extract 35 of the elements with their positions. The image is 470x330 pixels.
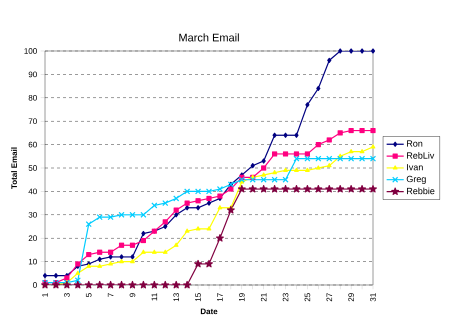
x-tick-label: 7 (108, 293, 114, 297)
x-axis-title: Date (200, 308, 218, 314)
x-tick-label: 27 (326, 293, 332, 302)
x-tick-label: 3 (64, 293, 70, 297)
y-tick-label: 70 (28, 118, 37, 124)
y-tick-label: 10 (28, 258, 37, 264)
x-tick-label: 13 (173, 293, 180, 302)
y-tick-label: 30 (28, 212, 37, 218)
chart-title: March Email (179, 33, 239, 42)
y-tick-label: 60 (28, 142, 37, 148)
x-tick-label: 5 (86, 293, 92, 297)
legend-label: Ron (407, 140, 422, 147)
x-tick-label: 11 (152, 293, 158, 300)
x-tick-label: 31 (370, 293, 376, 302)
y-tick-label: 0 (33, 282, 37, 288)
y-tick-label: 100 (24, 48, 37, 54)
legend-label: Ivan (407, 164, 423, 170)
y-tick-label: 40 (28, 188, 37, 194)
x-tick-label: 21 (260, 293, 266, 302)
y-tick-label: 20 (28, 235, 37, 242)
x-tick-label: 15 (195, 293, 201, 302)
legend-label: Rebbie (407, 188, 434, 194)
x-tick-label: 19 (238, 293, 245, 302)
x-tick-label: 23 (282, 293, 288, 302)
legend-label: Greg (406, 176, 426, 184)
y-axis-title: Total Email (11, 148, 17, 189)
x-tick-label: 29 (348, 293, 354, 302)
x-tick-label: 1 (42, 293, 48, 297)
x-tick-label: 17 (217, 293, 223, 302)
y-tick-label: 90 (28, 72, 37, 78)
x-tick-label: 25 (304, 293, 310, 302)
legend-label: RebLiv (407, 152, 434, 159)
y-tick-label: 80 (28, 94, 37, 101)
y-tick-label: 50 (28, 165, 37, 171)
x-tick-label: 9 (130, 293, 136, 297)
